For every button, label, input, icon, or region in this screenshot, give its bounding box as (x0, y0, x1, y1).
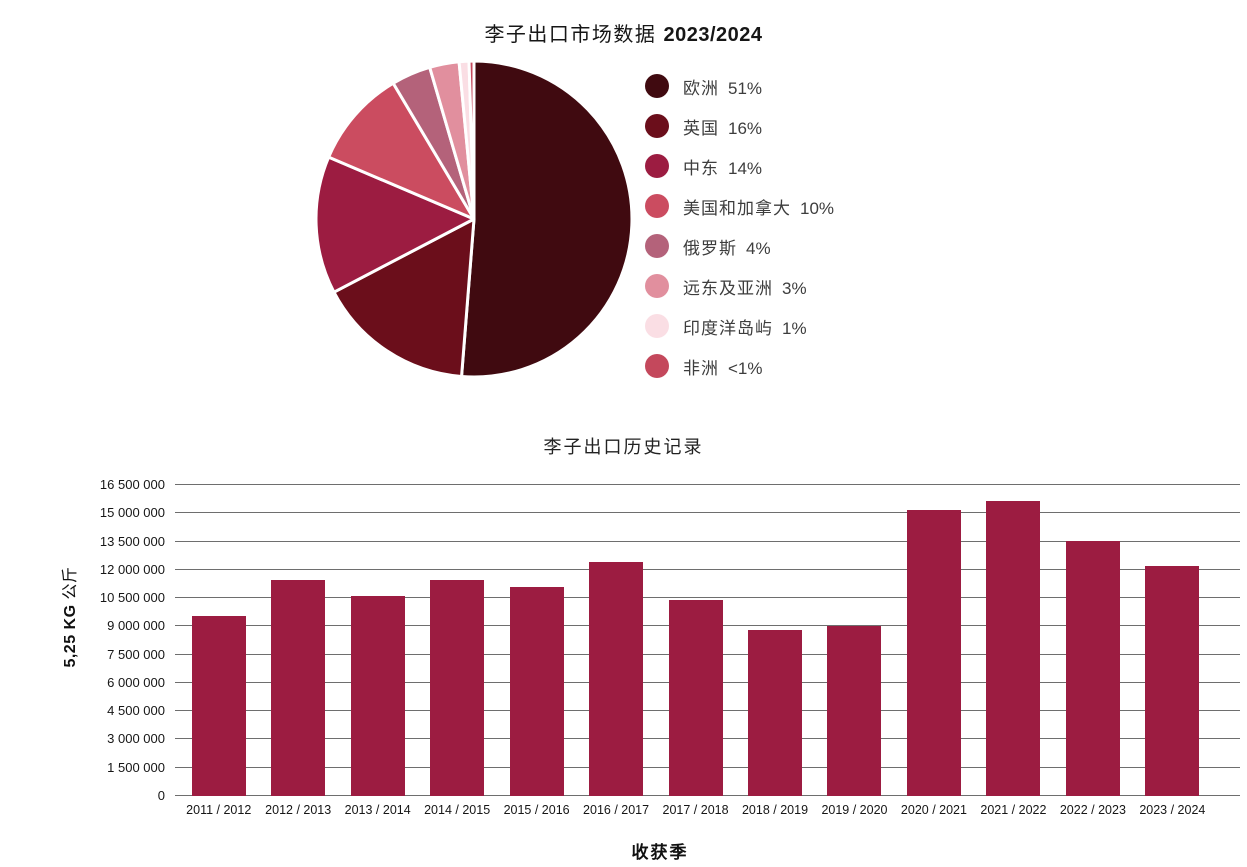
pie-title-text: 李子出口市场数据 (484, 24, 657, 46)
x-axis-tick-labels: 2011 / 2012 2012 / 2013 2013 / 2014 2014 / … (179, 803, 1212, 817)
bar-slot (974, 485, 1053, 796)
y-tick-label: 16 500 000 (99, 477, 165, 492)
y-tick-label: 13 500 000 (99, 533, 165, 549)
bar-20112012[interactable] (191, 616, 246, 796)
gridline (175, 484, 1240, 485)
legend-item[interactable]: 远东及亚洲 3% (645, 274, 834, 298)
bar-20162017[interactable] (589, 562, 644, 796)
pie-slice-1[interactable] (332, 217, 476, 379)
bar-20222023[interactable] (1065, 540, 1120, 796)
bar-20142015[interactable] (430, 580, 485, 796)
pie-slice-3[interactable] (327, 81, 476, 221)
y-tick-label: 1 500 000 (107, 759, 165, 775)
legend-swatch-icon (645, 354, 669, 378)
y-tick-label: 9 000 000 (107, 618, 165, 634)
pie-chart (314, 59, 634, 379)
legend-label: 远东及亚洲 3% (683, 278, 807, 298)
pie-slice-2[interactable] (314, 155, 476, 294)
bar-slot (656, 485, 735, 796)
bar-slot (894, 485, 973, 796)
bar-slot (576, 485, 655, 796)
bar-slot (338, 485, 417, 796)
legend-swatch-icon (645, 314, 669, 338)
legend-swatch-icon (645, 274, 669, 298)
pie-chart-title: 李子出口市场数据 2023/2024 (0, 18, 1247, 47)
x-tick-label: 2017 / 2018 (662, 803, 729, 817)
bar-slot (179, 485, 258, 796)
x-tick-label: 2016 / 2017 (583, 803, 650, 817)
legend-item[interactable]: 俄罗斯 4% (645, 234, 834, 258)
bar-chart-title: 李子出口历史记录 (543, 437, 704, 457)
x-tick-label: 2015 / 2016 (503, 803, 570, 817)
legend-item[interactable]: 美国和加拿大 10% (645, 194, 834, 218)
x-tick-label: 2019 / 2020 (821, 803, 888, 817)
legend-swatch-icon (645, 194, 669, 218)
legend-swatch-icon (645, 114, 669, 138)
legend-item[interactable]: 欧洲 51% (645, 74, 834, 98)
legend-label: 非洲 <1% (683, 358, 763, 378)
x-tick-label: 2013 / 2014 (344, 803, 411, 817)
gridline (175, 568, 1240, 570)
y-tick-label: 4 500 000 (107, 703, 165, 719)
x-tick-label: 2012 / 2013 (265, 803, 332, 817)
legend-item[interactable]: 非洲 <1% (645, 354, 834, 378)
bar-20172018[interactable] (668, 599, 723, 796)
y-tick-label: 7 500 000 (107, 646, 165, 662)
bar-20182019[interactable] (748, 630, 803, 796)
bar-20132014[interactable] (350, 596, 405, 796)
pie-slice-0[interactable] (460, 59, 634, 379)
y-tick-label: 15 000 000 (99, 505, 165, 521)
bar-series (179, 485, 1212, 796)
y-tick-label: 12 000 000 (99, 561, 165, 577)
pie-legend: 欧洲 51% 英国 16% 中东 14% 美国和加拿大 10% 俄罗斯 4% 远东及亚洲 3% 印度洋岛… (645, 74, 834, 394)
x-tick-label: 2018 / 2019 (741, 803, 809, 817)
bar-20232024[interactable] (1145, 566, 1200, 796)
legend-swatch-icon (645, 154, 669, 178)
x-tick-label: 2011 / 2012 (186, 803, 252, 817)
pie-slice-7[interactable] (467, 59, 476, 221)
legend-label: 欧洲 51% (683, 78, 763, 98)
bar-slot (417, 485, 496, 796)
bar-20212022[interactable] (986, 501, 1041, 796)
y-tick-label: 0 (157, 788, 165, 803)
gridline (175, 540, 1240, 542)
y-tick-label: 6 000 000 (107, 674, 165, 690)
bar-slot (1133, 485, 1212, 796)
gridline (175, 597, 1240, 599)
x-tick-label: 2023 / 2024 (1139, 803, 1206, 817)
bar-20192020[interactable] (827, 626, 882, 796)
gridline (175, 512, 1240, 514)
x-axis-title: 收获季 (631, 843, 689, 862)
legend-label: 印度洋岛屿 1% (683, 318, 807, 338)
legend-swatch-icon (645, 234, 669, 258)
pie-title-season: 2023/2024 (663, 24, 763, 46)
legend-item[interactable]: 英国 16% (645, 114, 834, 138)
x-tick-label: 2014 / 2015 (424, 803, 491, 817)
legend-label: 俄罗斯 4% (683, 238, 771, 258)
legend-item[interactable]: 中东 14% (645, 154, 834, 178)
x-tick-label: 2021 / 2022 (980, 803, 1047, 817)
legend-item[interactable]: 印度洋岛屿 1% (645, 314, 834, 338)
legend-label: 英国 16% (683, 118, 763, 138)
y-tick-label: 3 000 000 (107, 731, 165, 747)
bar-plot-area (175, 484, 1240, 796)
bar-20152016[interactable] (509, 586, 564, 796)
bar-slot (815, 485, 894, 796)
bar-20122013[interactable] (271, 580, 326, 796)
legend-label: 中东 14% (683, 158, 763, 178)
legend-label: 美国和加拿大 10% (683, 198, 835, 218)
bar-20202021[interactable] (906, 509, 961, 796)
legend-swatch-icon (645, 74, 669, 98)
bar-slot (497, 485, 576, 796)
bar-slot (735, 485, 814, 796)
y-tick-label: 10 500 000 (99, 590, 165, 606)
x-tick-label: 2020 / 2021 (900, 803, 967, 817)
bar-slot (1053, 485, 1132, 796)
bar-slot (258, 485, 337, 796)
x-tick-label: 2022 / 2023 (1059, 803, 1126, 817)
